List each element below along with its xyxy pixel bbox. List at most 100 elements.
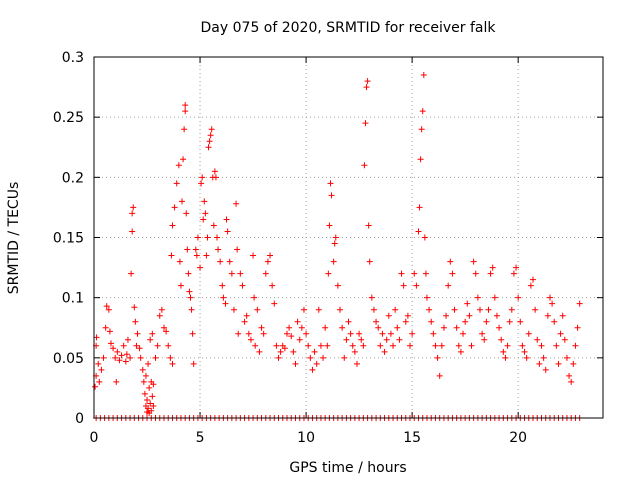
data-point <box>370 306 377 313</box>
data-point <box>417 156 424 163</box>
data-point <box>175 162 182 169</box>
data-point <box>472 270 479 277</box>
data-point <box>129 210 136 217</box>
data-point <box>158 306 165 313</box>
data-point <box>419 108 426 115</box>
data-point <box>479 330 486 337</box>
data-point <box>525 330 532 337</box>
data-point <box>364 78 371 85</box>
data-point <box>309 366 316 373</box>
data-point <box>491 294 498 301</box>
data-point <box>250 252 257 259</box>
data-point <box>183 210 190 217</box>
data-point <box>132 318 139 325</box>
data-point <box>523 354 530 361</box>
data-point <box>205 144 212 151</box>
data-point <box>281 345 288 352</box>
data-point <box>147 400 154 407</box>
data-point <box>110 345 117 352</box>
data-point <box>315 306 322 313</box>
data-point <box>457 348 464 355</box>
data-point <box>192 246 199 253</box>
data-point <box>305 342 312 349</box>
data-point <box>451 306 458 313</box>
data-point <box>184 246 191 253</box>
data-point <box>199 174 206 181</box>
data-point <box>402 318 409 325</box>
data-point <box>168 252 175 259</box>
data-point <box>373 318 380 325</box>
data-point <box>233 200 240 207</box>
data-point <box>152 354 159 361</box>
data-point <box>128 270 135 277</box>
data-point <box>440 324 447 331</box>
data-point <box>207 132 214 139</box>
chart-title: Day 075 of 2020, SRMTID for receiver fal… <box>201 20 497 36</box>
data-point <box>538 342 545 349</box>
y-tick-label: 0.05 <box>53 351 84 367</box>
data-point <box>113 378 120 385</box>
data-point <box>415 228 422 235</box>
data-point <box>95 360 102 367</box>
data-point <box>421 234 428 241</box>
data-point <box>381 348 388 355</box>
data-point <box>235 330 242 337</box>
data-point <box>445 282 452 289</box>
data-point <box>345 318 352 325</box>
data-point <box>434 354 441 361</box>
data-point <box>392 306 399 313</box>
data-point <box>349 342 356 349</box>
data-point <box>347 330 354 337</box>
data-point <box>185 270 192 277</box>
data-point <box>307 354 314 361</box>
y-tick-label: 0.1 <box>62 291 84 307</box>
data-point <box>476 306 483 313</box>
data-point <box>341 354 348 361</box>
data-point <box>130 204 137 211</box>
data-point <box>286 324 293 331</box>
data-point <box>188 306 195 313</box>
data-point <box>245 330 252 337</box>
x-tick-label: 10 <box>297 430 315 446</box>
data-point <box>339 324 346 331</box>
data-point <box>411 270 418 277</box>
data-point <box>269 282 276 289</box>
data-point <box>193 252 200 259</box>
data-point <box>322 324 329 331</box>
data-point <box>203 252 210 259</box>
data-point <box>186 288 193 295</box>
data-point <box>147 336 154 343</box>
data-point <box>169 222 176 229</box>
data-point <box>223 216 230 223</box>
data-point <box>438 342 445 349</box>
data-point <box>432 342 439 349</box>
data-point <box>464 300 471 307</box>
y-axis-label: SRMTID / TECUs <box>6 182 22 295</box>
data-point <box>133 342 140 349</box>
data-point <box>568 378 575 385</box>
data-points <box>92 72 583 421</box>
data-point <box>224 228 231 235</box>
data-point <box>243 312 250 319</box>
data-point <box>141 390 148 397</box>
data-point <box>260 330 267 337</box>
data-point <box>171 204 178 211</box>
data-point <box>182 102 189 109</box>
data-point <box>375 324 382 331</box>
data-point <box>234 246 241 253</box>
data-point <box>247 336 254 343</box>
data-point <box>283 330 290 337</box>
data-point <box>165 342 172 349</box>
data-point <box>504 342 511 349</box>
data-point <box>131 304 138 311</box>
data-point <box>546 294 553 301</box>
data-point <box>154 342 161 349</box>
data-point <box>127 354 134 361</box>
data-point <box>210 222 217 229</box>
data-point <box>177 282 184 289</box>
data-point <box>331 240 338 247</box>
data-point <box>296 336 303 343</box>
data-point <box>179 198 186 205</box>
data-point <box>93 334 100 341</box>
data-point <box>559 312 566 319</box>
